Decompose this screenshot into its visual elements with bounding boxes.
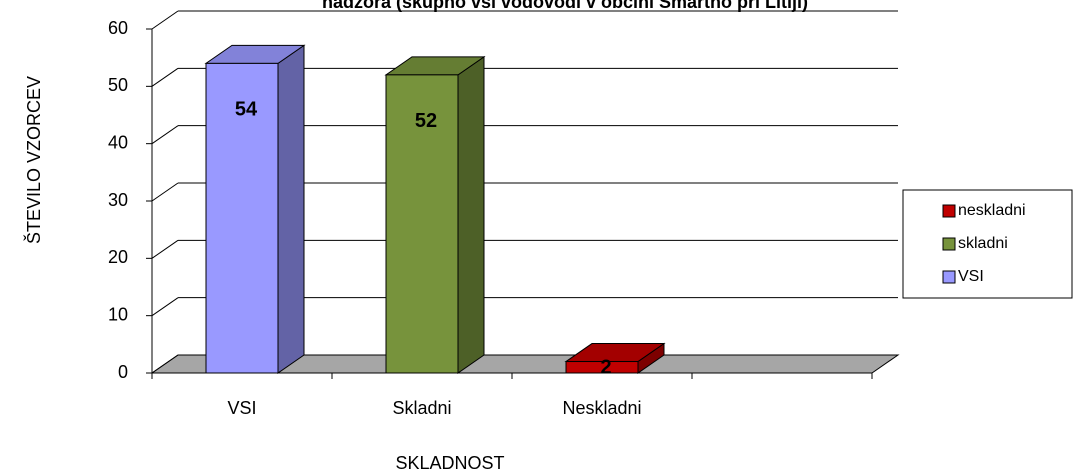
y-tick-label: 30 bbox=[108, 190, 128, 210]
grid-diagonal bbox=[151, 182, 179, 202]
x-tick-label: VSI bbox=[227, 398, 256, 418]
legend-label: neskladni bbox=[958, 202, 1026, 219]
bar bbox=[565, 361, 639, 374]
x-tick-label: Skladni bbox=[392, 398, 451, 418]
y-tick-label: 0 bbox=[118, 362, 128, 382]
chart-title: nadzora (skupno vsi vodovodi v občini Šm… bbox=[322, 0, 808, 12]
grid-diagonal bbox=[151, 297, 179, 317]
y-tick-label: 20 bbox=[108, 247, 128, 267]
legend-label: VSI bbox=[958, 268, 984, 285]
grid-diagonal bbox=[151, 10, 179, 30]
data-label: 2 bbox=[600, 357, 611, 379]
y-axis-label: ŠTEVILO VZORCEV bbox=[23, 76, 44, 244]
x-tick-label: Neskladni bbox=[562, 398, 641, 418]
grid-diagonal bbox=[151, 67, 179, 87]
legend-swatch bbox=[942, 270, 956, 284]
y-tick-label: 60 bbox=[108, 18, 128, 38]
grid-diagonal bbox=[151, 239, 179, 259]
bar bbox=[385, 74, 459, 374]
data-label: 54 bbox=[235, 99, 258, 121]
x-axis-label: SKLADNOST bbox=[395, 453, 504, 472]
y-tick-label: 50 bbox=[108, 75, 128, 95]
grid-diagonal bbox=[151, 125, 179, 145]
data-label: 52 bbox=[415, 110, 437, 132]
legend-swatch bbox=[942, 204, 956, 218]
y-tick-label: 40 bbox=[108, 132, 128, 152]
bar-side bbox=[277, 44, 305, 374]
y-tick-label: 10 bbox=[108, 304, 128, 324]
legend-box bbox=[902, 189, 1073, 299]
grid-diagonal bbox=[151, 354, 179, 374]
legend-label: skladni bbox=[958, 235, 1008, 252]
bar bbox=[205, 62, 279, 374]
bar-side bbox=[457, 55, 485, 374]
legend-swatch bbox=[942, 237, 956, 251]
